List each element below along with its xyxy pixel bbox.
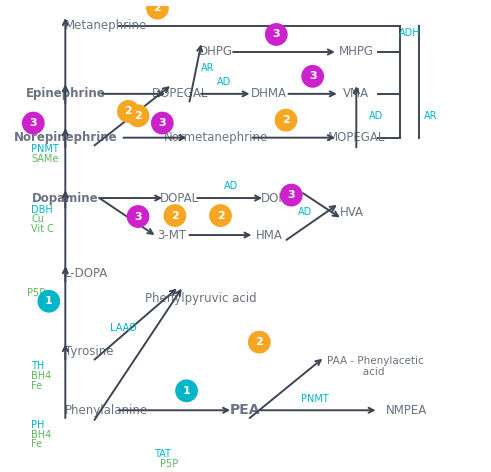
Text: TAT: TAT [154,449,171,459]
Text: Tyrosine: Tyrosine [65,346,114,358]
Text: P5P: P5P [27,288,45,298]
Circle shape [38,291,59,312]
Text: 2: 2 [154,3,162,13]
Circle shape [164,205,186,226]
Circle shape [281,185,302,206]
Text: 3: 3 [309,71,317,81]
Circle shape [118,101,139,122]
Text: DHPG: DHPG [199,45,233,59]
Circle shape [176,380,197,402]
Text: PEA: PEA [229,403,260,417]
Text: 1: 1 [45,296,53,306]
Text: Fe: Fe [31,381,43,391]
Text: HVA: HVA [339,206,363,219]
Text: Phenylpyruvic acid: Phenylpyruvic acid [145,292,257,305]
Text: PAA - Phenylacetic
           acid: PAA - Phenylacetic acid [327,356,424,377]
Text: TH: TH [31,362,45,371]
Text: 3: 3 [134,211,142,221]
Text: DOPAC: DOPAC [261,192,302,204]
Circle shape [23,112,44,134]
Text: 3: 3 [288,190,295,200]
Text: DOPAL: DOPAL [160,192,199,204]
Circle shape [127,105,149,126]
Text: 2: 2 [282,115,290,125]
Circle shape [248,331,270,353]
Text: DOPEGAL: DOPEGAL [152,87,208,101]
Text: Vit C: Vit C [31,224,54,234]
Text: 2: 2 [217,211,224,220]
Text: Norepinephrine: Norepinephrine [13,131,117,144]
Text: BH4: BH4 [31,371,52,381]
Circle shape [210,205,231,226]
Text: Phenylalanine: Phenylalanine [65,404,148,417]
Circle shape [302,66,324,87]
Text: DHMA: DHMA [251,87,287,101]
Text: DBH: DBH [31,205,53,215]
Text: PH: PH [31,420,45,430]
Circle shape [275,110,297,131]
Text: Cu: Cu [31,214,44,225]
Text: ADH: ADH [399,28,420,38]
Text: L-DOPA: L-DOPA [65,268,109,280]
Text: AR: AR [424,111,437,121]
Text: SAMe: SAMe [31,154,59,164]
Text: 2: 2 [134,111,142,121]
Text: AD: AD [223,181,238,191]
Text: Fe: Fe [31,439,43,449]
Circle shape [127,206,149,227]
Text: 1: 1 [183,386,191,396]
Text: Metanephrine: Metanephrine [65,19,148,32]
Text: MHPG: MHPG [339,45,374,59]
Text: BH4: BH4 [31,430,52,439]
Circle shape [152,112,173,134]
Text: 2: 2 [171,211,179,220]
Text: MOPEGAL: MOPEGAL [327,131,385,144]
Text: 3: 3 [29,118,37,128]
Text: 2: 2 [125,106,132,117]
Text: NMPEA: NMPEA [385,404,427,417]
Text: AD: AD [217,77,232,87]
Text: 3-MT: 3-MT [158,228,187,242]
Text: AD: AD [369,111,383,121]
Text: Epinephrine: Epinephrine [26,87,105,101]
Text: HMA: HMA [256,228,282,242]
Text: Dopamine: Dopamine [32,192,99,204]
Text: AD: AD [298,207,312,217]
Text: P5P: P5P [160,459,178,469]
Text: Normetanephrine: Normetanephrine [164,131,268,144]
Text: VMA: VMA [343,87,369,101]
Circle shape [266,24,287,45]
Text: LAAO: LAAO [110,322,137,332]
Text: 2: 2 [255,337,263,347]
Text: PNMT: PNMT [31,144,59,154]
Text: AR: AR [201,63,214,73]
Text: PNMT: PNMT [301,394,329,404]
Circle shape [147,0,168,19]
Text: 3: 3 [273,29,280,40]
Text: 3: 3 [159,118,166,128]
